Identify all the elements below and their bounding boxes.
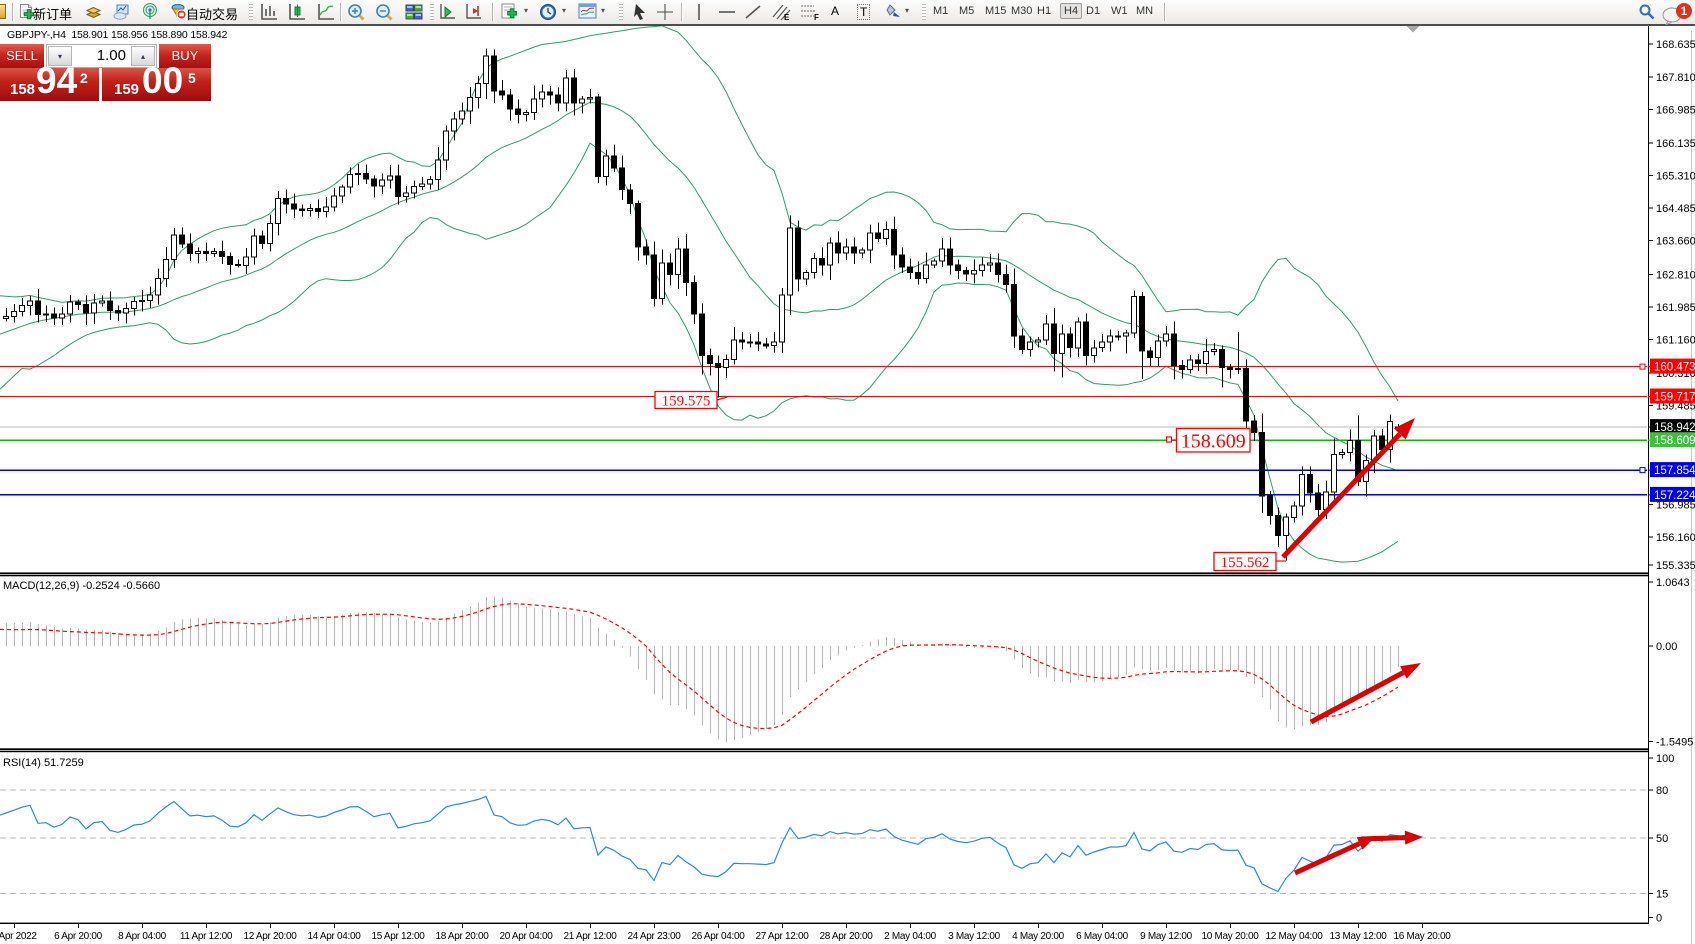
svg-text:168.635: 168.635 xyxy=(1656,39,1695,51)
svg-text:158.609: 158.609 xyxy=(1654,435,1695,447)
svg-text:11 Apr 12:00: 11 Apr 12:00 xyxy=(180,931,233,942)
svg-text:-1.5495: -1.5495 xyxy=(1656,736,1693,748)
svg-text:E: E xyxy=(784,13,790,21)
svg-text:15 Apr 12:00: 15 Apr 12:00 xyxy=(371,931,425,942)
svg-text:157.854: 157.854 xyxy=(1654,465,1695,477)
svg-text:161.985: 161.985 xyxy=(1656,302,1695,314)
svg-text:15: 15 xyxy=(1656,889,1668,901)
svg-text:12 May 04:00: 12 May 04:00 xyxy=(1266,931,1324,942)
svg-text:13 May 12:00: 13 May 12:00 xyxy=(1330,931,1388,942)
svg-text:50: 50 xyxy=(1656,833,1668,845)
svg-text:164.485: 164.485 xyxy=(1656,203,1695,215)
svg-text:GBPJPY-,H4 158.901 158.956 15: GBPJPY-,H4 158.901 158.956 158.890 158.9… xyxy=(7,29,228,41)
svg-text:161.160: 161.160 xyxy=(1656,335,1695,347)
svg-text:1: 1 xyxy=(1681,4,1688,18)
svg-text:159.575: 159.575 xyxy=(662,393,711,409)
svg-text:6 May 04:00: 6 May 04:00 xyxy=(1076,931,1128,942)
svg-text:18 Apr 20:00: 18 Apr 20:00 xyxy=(435,931,489,942)
svg-text:156.160: 156.160 xyxy=(1656,532,1695,544)
svg-text:2 May 04:00: 2 May 04:00 xyxy=(884,931,936,942)
svg-text:159.485: 159.485 xyxy=(1656,401,1695,413)
svg-text:155.335: 155.335 xyxy=(1656,560,1695,572)
svg-text:MACD(12,26,9) -0.2524 -0.5660: MACD(12,26,9) -0.2524 -0.5660 xyxy=(3,580,160,592)
svg-text:166.985: 166.985 xyxy=(1656,104,1695,116)
svg-text:16 May 20:00: 16 May 20:00 xyxy=(1394,931,1452,942)
svg-text:3 May 12:00: 3 May 12:00 xyxy=(948,931,1000,942)
svg-text:RSI(14) 51.7259: RSI(14) 51.7259 xyxy=(3,757,84,769)
svg-text:162.810: 162.810 xyxy=(1656,269,1695,281)
svg-text:27 Apr 12:00: 27 Apr 12:00 xyxy=(755,931,809,942)
svg-text:167.810: 167.810 xyxy=(1656,72,1695,84)
svg-text:4 Apr 2022: 4 Apr 2022 xyxy=(0,931,37,942)
svg-text:1.0643: 1.0643 xyxy=(1656,577,1690,589)
svg-text:10 May 20:00: 10 May 20:00 xyxy=(1202,931,1260,942)
svg-text:24 Apr 23:00: 24 Apr 23:00 xyxy=(627,931,681,942)
svg-text:159.717: 159.717 xyxy=(1654,392,1695,404)
svg-text:8 Apr 04:00: 8 Apr 04:00 xyxy=(118,931,167,942)
svg-text:166.135: 166.135 xyxy=(1656,138,1695,150)
svg-text:100: 100 xyxy=(1656,753,1674,765)
svg-text:80: 80 xyxy=(1656,785,1668,797)
svg-text:6 Apr 20:00: 6 Apr 20:00 xyxy=(54,931,103,942)
svg-text:20 Apr 04:00: 20 Apr 04:00 xyxy=(499,931,553,942)
svg-text:158.609: 158.609 xyxy=(1181,430,1246,452)
svg-text:12 Apr 20:00: 12 Apr 20:00 xyxy=(243,931,297,942)
svg-text:156.985: 156.985 xyxy=(1656,499,1695,511)
svg-text:157.224: 157.224 xyxy=(1654,490,1695,502)
svg-text:0: 0 xyxy=(1656,913,1662,925)
svg-text:155.562: 155.562 xyxy=(1221,555,1270,571)
svg-text:163.660: 163.660 xyxy=(1656,236,1695,248)
svg-text:165.310: 165.310 xyxy=(1656,171,1695,183)
svg-text:160.473: 160.473 xyxy=(1654,362,1695,374)
svg-text:F: F xyxy=(814,13,819,21)
svg-text:9 May 12:00: 9 May 12:00 xyxy=(1140,931,1192,942)
svg-text:28 Apr 20:00: 28 Apr 20:00 xyxy=(819,931,873,942)
svg-text:0.00: 0.00 xyxy=(1656,641,1677,653)
svg-text:14 Apr 04:00: 14 Apr 04:00 xyxy=(307,931,361,942)
svg-text:158.942: 158.942 xyxy=(1654,422,1695,434)
svg-text:21 Apr 12:00: 21 Apr 12:00 xyxy=(563,931,617,942)
svg-text:26 Apr 04:00: 26 Apr 04:00 xyxy=(691,931,745,942)
svg-text:4 May 20:00: 4 May 20:00 xyxy=(1012,931,1064,942)
